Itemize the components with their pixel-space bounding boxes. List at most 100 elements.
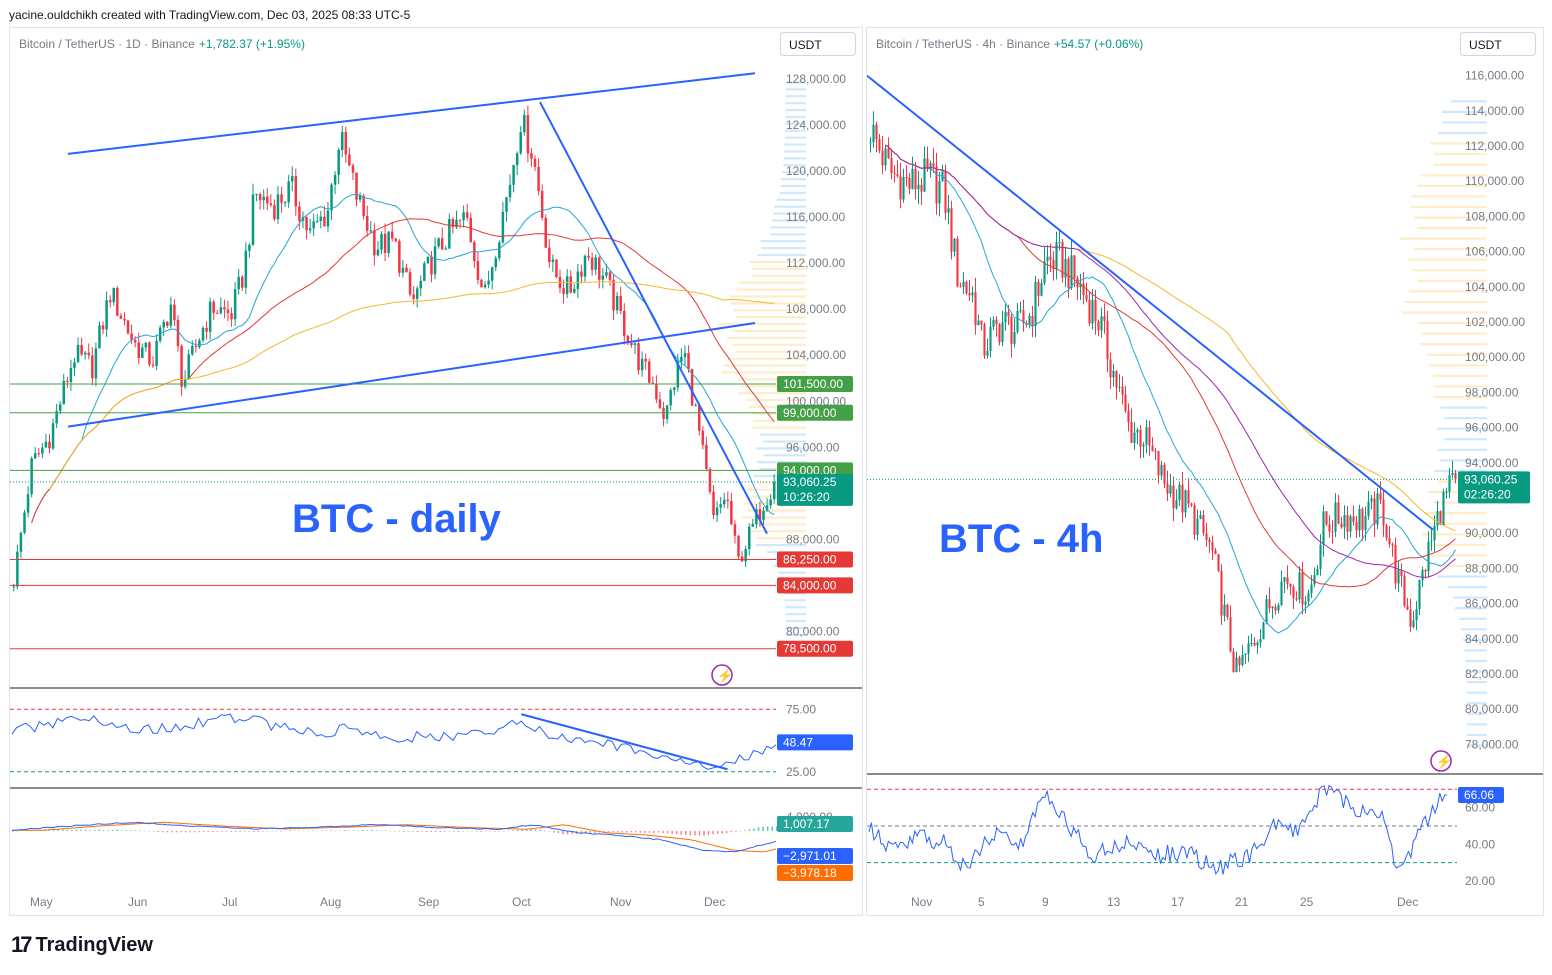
macd-histogram-bar	[134, 830, 137, 831]
candle-body	[483, 284, 487, 288]
macd-histogram-bar	[594, 831, 596, 834]
volume-profile-bar	[1466, 723, 1487, 726]
candle-body	[362, 195, 365, 216]
candle-body	[983, 324, 986, 356]
candle-body	[953, 238, 956, 252]
candle-body	[112, 287, 115, 303]
candle-body	[515, 153, 519, 166]
candle-body	[687, 352, 690, 370]
candle-body	[519, 132, 522, 154]
candle-body	[998, 324, 1001, 343]
candle-body	[974, 292, 977, 326]
candle-body	[929, 163, 932, 170]
candle-body	[1274, 606, 1277, 611]
candle-body	[1259, 639, 1262, 643]
daily-chart-pane[interactable]: 101,500.00 99,000.00 94,000.00 86,250.00 84,…	[9, 27, 863, 916]
macd-histogram-bar	[662, 831, 664, 834]
4h-currency-button[interactable]: USDT	[1460, 32, 1536, 56]
y-tick-label: 112,000.00	[1465, 139, 1524, 153]
macd-histogram-bar	[539, 829, 542, 831]
candle-body	[365, 215, 369, 231]
candle-body	[1205, 533, 1208, 540]
candle-body	[1028, 315, 1031, 325]
candle-body	[598, 257, 601, 280]
candle-body	[715, 507, 719, 516]
macd-histogram-bar	[625, 831, 628, 833]
candle-body	[437, 238, 440, 247]
candle-body	[419, 280, 423, 289]
candle-body	[1052, 259, 1055, 270]
y-tick-label: 104,000.00	[786, 348, 846, 362]
macd-value-tag-bg	[777, 848, 853, 864]
macd-histogram-tag-bg	[777, 816, 853, 832]
volume-profile-bar	[1426, 353, 1487, 356]
candle-body	[977, 320, 980, 326]
volume-profile-bar	[784, 599, 806, 602]
candle-body	[12, 586, 16, 588]
candle-body	[905, 176, 908, 179]
volume-profile-bar	[785, 102, 806, 105]
candle-body	[498, 242, 501, 259]
volume-profile-bar	[781, 178, 806, 181]
volume-profile-bar	[785, 108, 806, 112]
rsi-tick-label: 20.00	[1465, 874, 1495, 888]
candle-body	[1265, 599, 1268, 623]
candle-body	[66, 380, 69, 383]
macd-histogram-bar	[366, 830, 369, 831]
candle-body	[623, 310, 626, 336]
candle-body	[394, 238, 398, 242]
macd-histogram-bar	[721, 831, 723, 834]
candle-body	[1382, 499, 1385, 526]
candle-body	[1157, 451, 1160, 476]
volume-profile-bar	[1466, 691, 1487, 694]
volume-profile-bar	[778, 571, 806, 574]
macd-histogram-bar	[384, 830, 387, 831]
candle-body	[1256, 642, 1259, 646]
candle-body	[91, 355, 94, 379]
candle-body	[380, 233, 383, 250]
volume-profile-bar	[739, 281, 806, 284]
candle-body	[101, 325, 105, 330]
volume-profile-bar	[1442, 121, 1487, 124]
candle-body	[37, 453, 41, 455]
candle-body	[23, 512, 26, 533]
candle-body	[465, 212, 469, 218]
candle-body	[312, 221, 315, 229]
macd-histogram-bar	[66, 829, 69, 831]
candle-body	[494, 258, 497, 268]
daily-chart-svg[interactable]: 101,500.00 99,000.00 94,000.00 86,250.00 84,…	[10, 28, 862, 915]
candle-body	[1142, 444, 1145, 447]
candle-body	[169, 304, 173, 326]
volume-profile-bar	[1440, 406, 1487, 409]
candle-body	[1421, 569, 1424, 581]
candle-body	[1250, 642, 1253, 644]
tradingview-brand[interactable]: 17 TradingView	[11, 932, 153, 958]
macd-histogram-bar	[289, 830, 291, 831]
level-tag-text: 99,000.00	[783, 406, 837, 420]
candle-body	[480, 279, 483, 288]
candle-body	[512, 165, 515, 185]
4h-chart-pane[interactable]: 93,060.25 02:26:20 116,000.00 114,000.00 112…	[866, 27, 1544, 916]
candle-body	[280, 194, 283, 203]
candle-body	[62, 380, 66, 405]
candle-body	[1427, 541, 1430, 572]
daily-currency-button[interactable]: USDT	[780, 32, 856, 56]
candle-body	[1166, 483, 1169, 494]
volume-profile-bar	[727, 357, 806, 360]
candle-body	[423, 263, 426, 281]
macd-histogram-bar	[666, 831, 669, 834]
candle-body	[1145, 427, 1148, 445]
macd-histogram-bar	[753, 828, 755, 831]
macd-histogram-bar	[75, 829, 78, 831]
macd-histogram-bar	[589, 831, 592, 834]
candle-body	[412, 294, 415, 299]
candle-body	[80, 344, 83, 355]
y-tick-label: 98,000.00	[1465, 385, 1519, 399]
candle-body	[1112, 370, 1115, 378]
macd-histogram-bar	[430, 831, 432, 832]
macd-histogram-bar	[448, 831, 451, 832]
y-tick-label: 96,000.00	[786, 440, 840, 454]
candle-body	[398, 241, 401, 273]
candle-body	[223, 307, 226, 310]
